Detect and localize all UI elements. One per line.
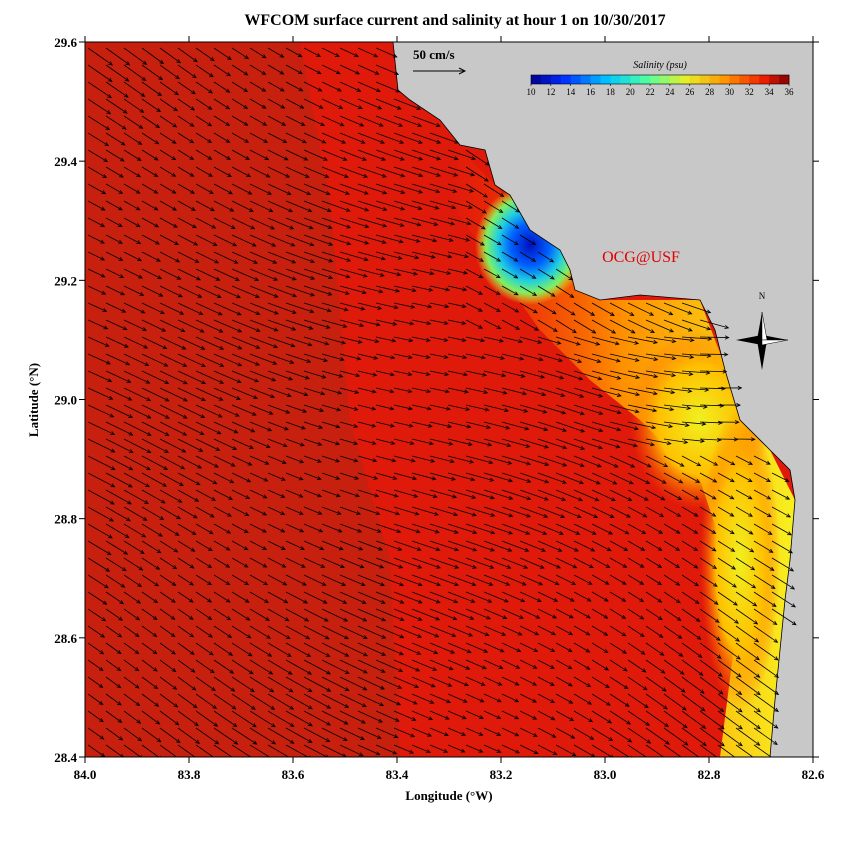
colorbar-cell — [531, 75, 541, 84]
colorbar-tick-label: 10 — [527, 87, 537, 97]
colorbar-cell — [600, 75, 610, 84]
colorbar-tick-label: 36 — [785, 87, 795, 97]
colorbar-tick-label: 24 — [665, 87, 675, 97]
colorbar-tick-label: 28 — [705, 87, 715, 97]
colorbar-cell — [640, 75, 650, 84]
y-axis-label: Latitude (°N) — [26, 363, 41, 437]
colorbar-cell — [779, 75, 789, 84]
colorbar-cell — [680, 75, 690, 84]
colorbar-cell — [710, 75, 720, 84]
colorbar-cell — [700, 75, 710, 84]
plume — [700, 410, 780, 710]
colorbar-cell — [581, 75, 591, 84]
x-tick-label: 84.0 — [74, 767, 97, 782]
x-tick-label: 83.2 — [490, 767, 513, 782]
colorbar-cell — [739, 75, 749, 84]
colorbar-cell — [729, 75, 739, 84]
colorbar-tick-label: 34 — [765, 87, 775, 97]
colorbar-cell — [591, 75, 601, 84]
current-vector-head — [253, 758, 257, 761]
x-axis-label: Longitude (°W) — [405, 788, 492, 803]
colorbar-cell — [749, 75, 759, 84]
current-vector-head — [234, 758, 238, 761]
colorbar-tick-label: 14 — [566, 87, 576, 97]
y-tick-label: 28.6 — [54, 631, 77, 646]
colorbar-cell — [670, 75, 680, 84]
y-tick-label: 29.6 — [54, 35, 77, 50]
colorbar-tick-label: 32 — [745, 87, 754, 97]
current-vector-head — [666, 758, 670, 761]
x-tick-label: 83.8 — [178, 767, 201, 782]
y-tick-label: 29.2 — [54, 273, 77, 288]
y-tick-label: 28.4 — [54, 750, 77, 765]
current-vector-head — [755, 758, 759, 761]
x-tick-label: 83.4 — [386, 767, 409, 782]
colorbar-cell — [660, 75, 670, 84]
colorbar-cell — [571, 75, 581, 84]
colorbar-cell — [720, 75, 730, 84]
current-vector-head — [702, 759, 706, 762]
colorbar-cell — [630, 75, 640, 84]
x-tick-label: 83.0 — [594, 767, 617, 782]
credit: OCG@USF — [602, 249, 680, 266]
y-tick-label: 29.0 — [54, 393, 77, 408]
y-tick-label: 29.4 — [54, 154, 77, 169]
colorbar-cell — [620, 75, 630, 84]
colorbar-tick-label: 18 — [606, 87, 616, 97]
current-vector-head — [684, 759, 688, 762]
x-tick-label: 82.6 — [802, 767, 825, 782]
salinity-field — [85, 42, 813, 757]
colorbar-cell — [541, 75, 551, 84]
colorbar-cell — [561, 75, 571, 84]
current-vector-head — [648, 757, 652, 760]
colorbar-cell — [759, 75, 769, 84]
colorbar-tick-label: 30 — [725, 87, 735, 97]
colorbar-cell — [690, 75, 700, 84]
current-vector-head — [772, 757, 776, 760]
x-tick-label: 83.6 — [282, 767, 305, 782]
colorbar-tick-label: 20 — [626, 87, 636, 97]
colorbar-cell — [551, 75, 561, 84]
colorbar-cell — [650, 75, 660, 84]
x-tick-label: 82.8 — [698, 767, 721, 782]
scale-label: 50 cm/s — [413, 47, 455, 62]
current-vector-head — [196, 757, 200, 760]
colorbar-tick-label: 16 — [586, 87, 596, 97]
colorbar-cell — [769, 75, 779, 84]
current-vector-head — [738, 759, 742, 763]
colorbar-tick-label: 22 — [646, 87, 655, 97]
title: WFCOM surface current and salinity at ho… — [244, 12, 665, 29]
current-vector-head — [272, 757, 276, 760]
north-label: N — [759, 291, 766, 301]
current-vector-head — [216, 758, 220, 761]
colorbar-tick-label: 12 — [546, 87, 555, 97]
colorbar-tick-label: 26 — [685, 87, 695, 97]
current-vector-head — [720, 759, 724, 763]
colorbar-title: Salinity (psu) — [633, 60, 687, 71]
colorbar-cell — [610, 75, 620, 84]
y-tick-label: 28.8 — [54, 512, 77, 527]
current-vector — [700, 354, 728, 355]
